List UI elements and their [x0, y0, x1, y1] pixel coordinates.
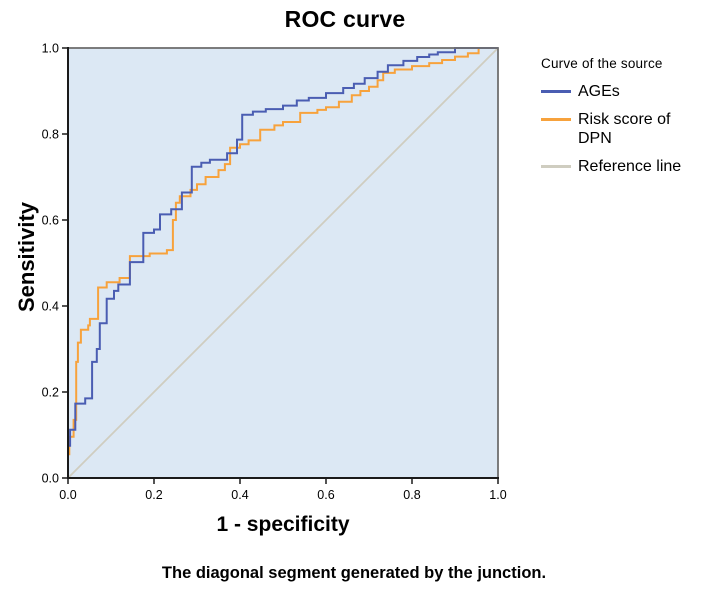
- risk-score-line-swatch: [541, 118, 571, 121]
- x-axis-label: 1 - specificity: [216, 513, 350, 536]
- y-tick-label: 0.2: [42, 386, 59, 400]
- legend-label-ages: AGEs: [578, 83, 620, 100]
- series-ages: [67, 47, 498, 478]
- x-tick-label: 0.6: [317, 488, 334, 502]
- series-risk-score-of-dpn: [67, 47, 498, 478]
- legend-title: Curve of the source: [541, 56, 663, 71]
- x-tick-label: 0.8: [403, 488, 420, 502]
- chart-title: ROC curve: [284, 6, 406, 32]
- legend-label-risk-score: Risk score of DPN: [578, 111, 671, 147]
- y-tick-label: 0.0: [42, 472, 59, 486]
- legend-entry-reference-line: Reference line: [541, 157, 705, 176]
- y-tick-label: 1.0: [42, 42, 59, 56]
- x-tick-label: 0.2: [145, 488, 162, 502]
- x-tick-label: 0.0: [59, 488, 76, 502]
- legend-entry-ages: AGEs: [541, 82, 705, 101]
- x-tick-label: 1.0: [489, 488, 506, 502]
- x-tick-label: 0.4: [231, 488, 248, 502]
- reference-line-swatch: [541, 165, 571, 168]
- y-tick-label: 0.4: [42, 300, 59, 314]
- legend: Curve of the source AGEs Risk score of D…: [541, 56, 705, 185]
- y-tick-label: 0.6: [42, 214, 59, 228]
- y-tick-label: 0.8: [42, 128, 59, 142]
- series-reference-line: [67, 47, 499, 479]
- ages-line-swatch: [541, 90, 571, 93]
- figure-caption: The diagonal segment generated by the ju…: [161, 564, 547, 582]
- plot-area: 0.0 0.2 0.4 0.6 0.8 1.0 0.0 0.2 0.4 0.6 0.8 1.0: [42, 42, 507, 503]
- legend-entry-risk-score: Risk score of DPN: [541, 110, 705, 148]
- legend-label-reference-line: Reference line: [578, 158, 682, 175]
